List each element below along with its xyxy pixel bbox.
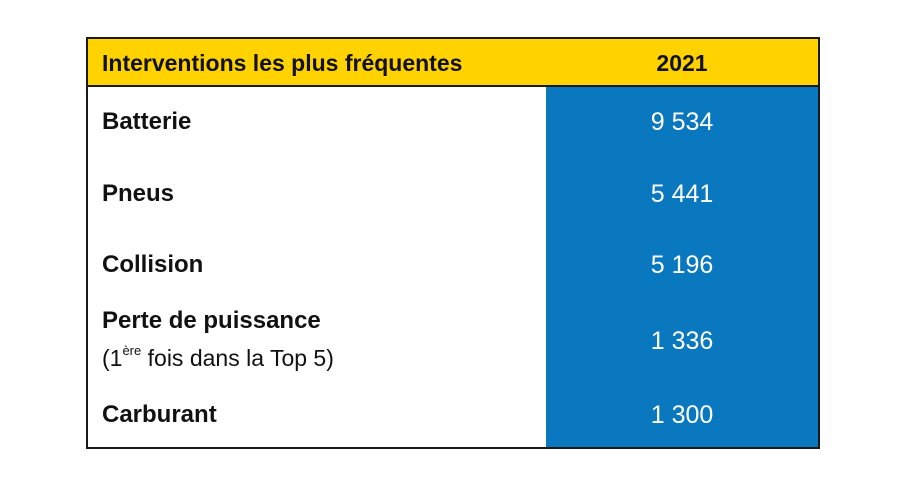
row-value: 5 196 — [650, 251, 714, 279]
row-label: Batterie — [102, 108, 192, 135]
row-value: 9 534 — [650, 108, 714, 136]
value-column-background — [546, 87, 818, 447]
sublabel-suffix: fois dans la Top 5) — [141, 345, 334, 371]
table-row: Batterie 9 534 — [88, 87, 818, 159]
row-label: Pneus — [102, 180, 175, 207]
table-row: Carburant 1 300 — [88, 375, 818, 447]
row-label: Perte de puissance — [102, 307, 321, 334]
table-row: Pneus 5 441 — [88, 159, 818, 231]
interventions-table: Interventions les plus fréquentes 2021 B… — [86, 37, 820, 449]
row-value: 1 300 — [650, 401, 714, 429]
header-year: 2021 — [656, 50, 708, 76]
row-label: Carburant — [102, 401, 217, 428]
table-header: Interventions les plus fréquentes 2021 — [88, 39, 818, 87]
row-value: 5 441 — [650, 180, 714, 208]
table-row: Collision 5 196 — [88, 231, 818, 303]
table-row: Perte de puissance (1ère fois dans la To… — [88, 303, 818, 375]
header-label: Interventions les plus fréquentes — [102, 50, 463, 76]
sublabel-superscript: ère — [122, 343, 142, 358]
row-label: Collision — [102, 251, 204, 278]
row-value: 1 336 — [650, 327, 714, 355]
sublabel-prefix: (1 — [102, 345, 123, 371]
row-sublabel: (1ère fois dans la Top 5) — [102, 343, 334, 372]
